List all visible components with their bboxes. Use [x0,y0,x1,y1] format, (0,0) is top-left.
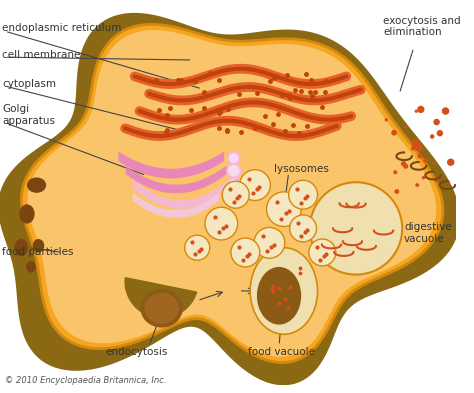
Polygon shape [126,165,227,193]
Ellipse shape [411,139,419,147]
Ellipse shape [437,130,443,136]
Ellipse shape [415,145,423,152]
Polygon shape [125,278,197,318]
Polygon shape [118,151,224,178]
Text: endoplasmic reticulum: endoplasmic reticulum [2,23,121,33]
Ellipse shape [230,193,237,200]
Text: cytoplasm: cytoplasm [2,79,56,89]
Text: © 2010 Encyclopaedia Britannica, Inc.: © 2010 Encyclopaedia Britannica, Inc. [5,376,166,385]
Ellipse shape [289,180,318,209]
Polygon shape [133,179,229,209]
Ellipse shape [226,163,242,178]
Ellipse shape [418,153,423,158]
Ellipse shape [227,177,240,191]
Ellipse shape [433,119,440,125]
Ellipse shape [422,176,425,180]
Ellipse shape [222,181,249,208]
Text: endocytosis: endocytosis [106,347,168,356]
Ellipse shape [254,228,285,258]
Ellipse shape [228,191,239,202]
Text: digestive
vacuole: digestive vacuole [404,222,452,244]
Ellipse shape [391,130,397,136]
Ellipse shape [140,289,183,327]
Ellipse shape [417,106,425,113]
Ellipse shape [19,204,35,224]
Ellipse shape [250,248,318,334]
Ellipse shape [231,238,260,267]
Ellipse shape [309,239,336,266]
Ellipse shape [27,177,46,193]
Ellipse shape [229,153,238,163]
Ellipse shape [144,293,179,324]
Ellipse shape [423,158,428,163]
Ellipse shape [266,192,301,226]
Text: Golgi
apparatus: Golgi apparatus [2,104,55,126]
Ellipse shape [14,239,28,256]
Ellipse shape [310,182,402,275]
Ellipse shape [228,165,239,176]
Ellipse shape [442,107,449,115]
Text: exocytosis and
elimination: exocytosis and elimination [383,16,461,37]
Polygon shape [0,13,460,385]
Ellipse shape [447,158,455,166]
Ellipse shape [257,267,301,325]
Ellipse shape [433,162,436,165]
Ellipse shape [411,146,416,151]
Ellipse shape [239,170,270,200]
Ellipse shape [33,239,44,252]
Ellipse shape [447,180,450,184]
Ellipse shape [394,189,399,194]
Ellipse shape [415,183,419,187]
Ellipse shape [415,110,418,113]
Ellipse shape [430,134,435,139]
Ellipse shape [401,161,406,166]
Polygon shape [27,30,436,357]
Ellipse shape [185,235,210,260]
Ellipse shape [403,126,407,129]
Ellipse shape [419,143,422,146]
Text: food vacuole: food vacuole [248,347,315,356]
Ellipse shape [205,207,237,240]
Text: cell membrane: cell membrane [2,50,80,60]
Text: lysosomes: lysosomes [274,164,329,174]
Ellipse shape [229,179,238,189]
Ellipse shape [403,164,408,169]
Ellipse shape [227,151,240,165]
Ellipse shape [393,170,397,174]
Text: food particles: food particles [2,248,73,257]
Ellipse shape [384,118,388,121]
Ellipse shape [26,261,36,273]
Polygon shape [133,193,219,218]
Ellipse shape [434,177,439,182]
Ellipse shape [290,215,317,242]
Polygon shape [21,24,443,362]
